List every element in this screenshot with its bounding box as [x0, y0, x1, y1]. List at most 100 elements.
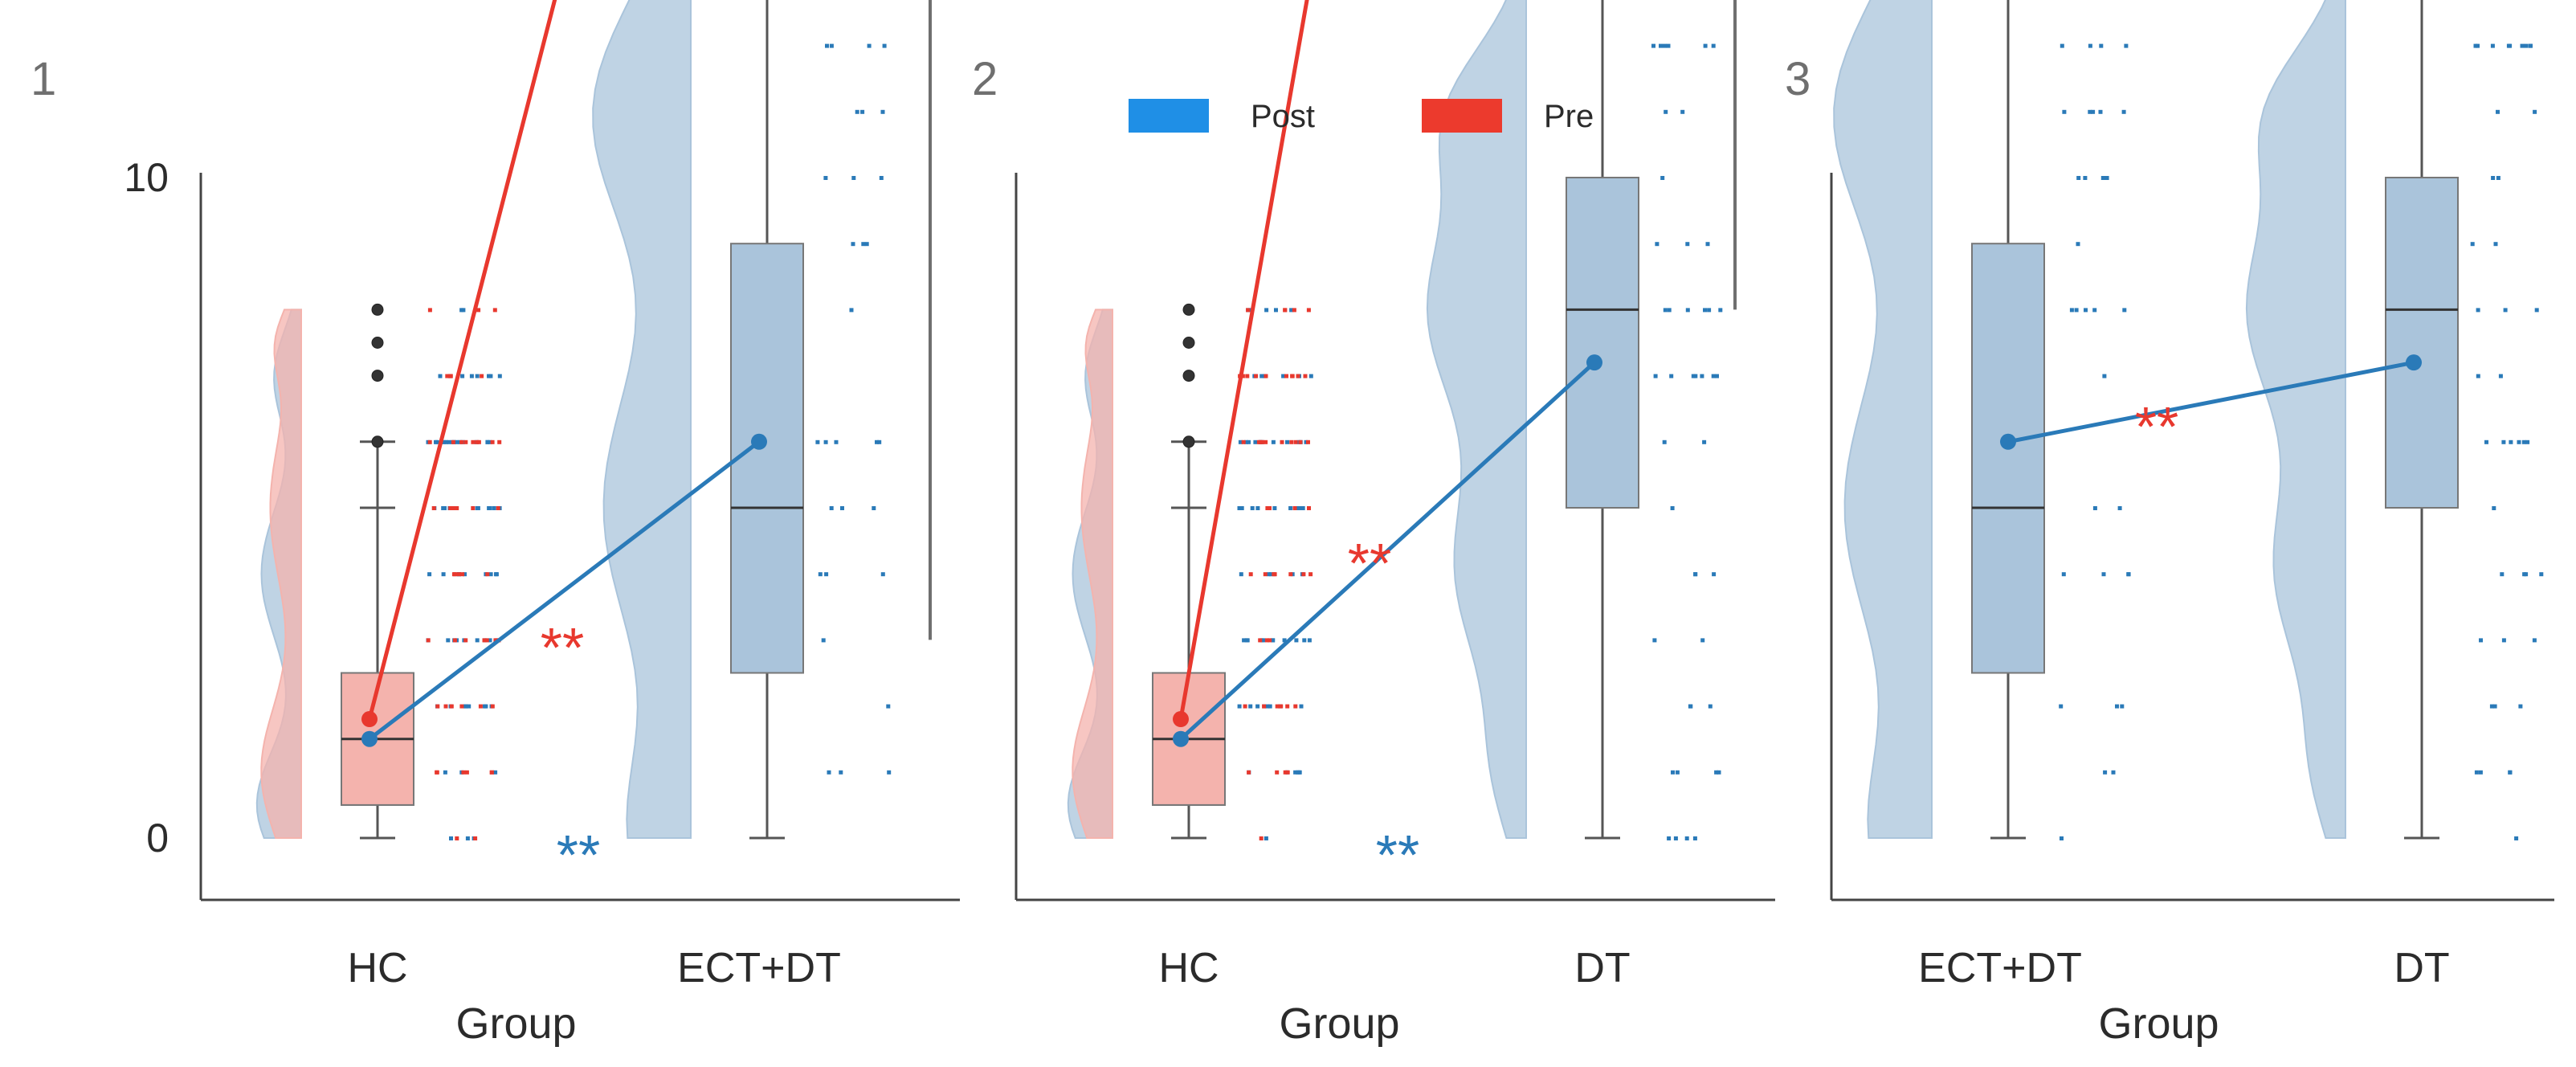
rain-post-point — [1652, 638, 1657, 643]
rain-post-point — [1667, 308, 1672, 313]
rain-post-point — [1659, 43, 1663, 48]
rain-post-point — [1297, 506, 1302, 510]
rain-post-point — [821, 638, 826, 643]
rain-post-point — [877, 439, 882, 444]
rain-pre-point — [473, 836, 478, 840]
significance-stars: ** — [2135, 395, 2178, 458]
rain-pre-point — [1306, 308, 1311, 313]
rain-post-point — [2476, 43, 2480, 48]
rain-post-point — [1692, 836, 1697, 840]
rain-post-point — [2098, 109, 2103, 114]
rain-pre-point — [497, 439, 502, 444]
legend-label-pre: Pre — [1544, 99, 1594, 134]
violin-pre — [1072, 309, 1113, 839]
rain-post-point — [886, 704, 891, 709]
rain-pre-point — [1303, 374, 1308, 378]
rain-pre-point — [471, 439, 476, 444]
rain-pre-point — [478, 704, 483, 709]
rain-post-point — [839, 770, 843, 775]
rain-pre-point — [463, 638, 468, 643]
rain-post-point — [469, 374, 474, 378]
rain-post-point — [441, 506, 446, 510]
rain-pre-point — [1258, 638, 1263, 643]
rain-post-point — [1255, 506, 1260, 510]
rain-pre-point — [455, 506, 459, 510]
rain-post-point — [488, 572, 493, 577]
rain-pre-point — [1283, 308, 1288, 313]
rain-pre-point — [1248, 572, 1253, 577]
rain-pre-point — [460, 572, 465, 577]
rain-post-point — [488, 506, 492, 510]
rain-post-point — [2099, 43, 2104, 48]
rain-pre-point — [1284, 374, 1288, 378]
mean-point-post — [2000, 433, 2016, 450]
mean-point-post — [1173, 730, 1189, 747]
rain-post-point — [2092, 506, 2097, 510]
rain-post-point — [2521, 439, 2526, 444]
rain-post-point — [1700, 638, 1705, 643]
rain-post-point — [2103, 770, 2108, 775]
rain-post-point — [2492, 704, 2497, 709]
rain-post-point — [2092, 308, 2097, 313]
rain-post-point — [1662, 43, 1667, 48]
rain-post-point — [493, 770, 498, 775]
rain-post-point — [1651, 43, 1655, 48]
significance-stars: ** — [1376, 824, 1419, 886]
rain-post-point — [1693, 572, 1698, 577]
rain-post-point — [2060, 836, 2064, 840]
rain-pre-point — [1263, 572, 1268, 577]
rain-post-point — [2490, 43, 2495, 48]
rain-post-point — [864, 242, 869, 247]
rain-post-point — [488, 374, 493, 378]
rain-post-point — [1271, 638, 1276, 643]
rain-post-point — [851, 176, 856, 180]
rain-post-point — [449, 836, 453, 840]
rain-post-point — [2492, 506, 2496, 510]
rain-post-point — [2539, 572, 2544, 577]
rain-post-point — [1239, 506, 1243, 510]
rain-pre-point — [448, 506, 453, 510]
rain-post-point — [1707, 308, 1712, 313]
rain-post-point — [2503, 308, 2508, 313]
rain-post-point — [872, 506, 876, 510]
rain-post-point — [461, 308, 466, 313]
rain-pre-point — [427, 308, 432, 313]
x-tick-label: HC — [347, 945, 407, 991]
rain-post-point — [2478, 770, 2483, 775]
rain-post-point — [1267, 572, 1272, 577]
rain-post-point — [497, 374, 502, 378]
rain-post-point — [1703, 43, 1708, 48]
rain-pre-point — [1268, 638, 1272, 643]
rain-post-point — [1300, 506, 1305, 510]
rain-post-point — [2501, 638, 2506, 643]
rain-post-point — [851, 242, 855, 247]
rain-pre-point — [1280, 439, 1284, 444]
rain-pre-point — [1264, 439, 1268, 444]
rain-post-point — [1253, 439, 1258, 444]
rain-post-point — [484, 704, 488, 709]
rain-post-point — [443, 439, 448, 444]
rain-post-point — [1264, 308, 1269, 313]
rain-pre-point — [459, 439, 463, 444]
mean-point-post — [361, 730, 378, 747]
mean-line-post — [368, 439, 761, 741]
rain-post-point — [882, 43, 887, 48]
box-post-outlier — [1182, 435, 1195, 448]
rain-post-point — [475, 506, 480, 510]
rain-post-point — [2484, 439, 2488, 444]
rain-pre-point — [492, 308, 497, 313]
box-post-outlier — [371, 370, 384, 382]
rain-pre-point — [435, 704, 440, 709]
rain-pre-point — [452, 638, 457, 643]
rain-post-point — [860, 109, 865, 114]
rain-pre-point — [482, 638, 487, 643]
rain-post-point — [2500, 572, 2505, 577]
rain-pre-point — [489, 770, 494, 775]
rain-pre-point — [1306, 439, 1310, 444]
rain-post-point — [823, 439, 828, 444]
panel-label: 1 — [31, 53, 56, 105]
rain-pre-point — [490, 439, 495, 444]
rain-post-point — [887, 770, 892, 775]
rain-post-point — [1271, 439, 1276, 444]
box-post-outlier — [1182, 337, 1195, 349]
